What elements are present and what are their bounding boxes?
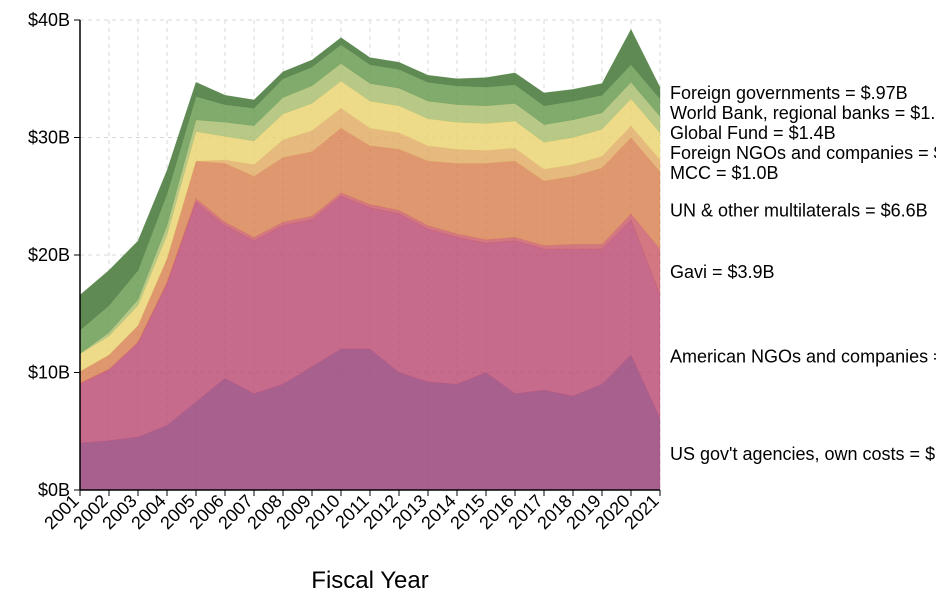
label-world_bank: World Bank, regional banks = $1.5B bbox=[670, 103, 936, 123]
x-axis-title: Fiscal Year bbox=[311, 567, 428, 594]
label-mcc: MCC = $1.0B bbox=[670, 163, 779, 183]
label-american_ngos: American NGOs and companies = $10.B bbox=[670, 347, 936, 367]
y-tick-label: $30B bbox=[28, 128, 70, 148]
label-un_multilaterals: UN & other multilaterals = $6.6B bbox=[670, 200, 928, 220]
label-gavi: Gavi = $3.9B bbox=[670, 262, 775, 282]
label-global_fund: Global Fund = $1.4B bbox=[670, 123, 836, 143]
chart-svg: $0B$10B$20B$30B$40B200120022003200420052… bbox=[0, 0, 936, 606]
y-tick-label: $20B bbox=[28, 245, 70, 265]
label-us_gov_agencies: US gov't agencies, own costs = $6.1B bbox=[670, 444, 936, 464]
y-tick-label: $40B bbox=[28, 10, 70, 30]
label-foreign_gov: Foreign governments = $.97B bbox=[670, 83, 908, 103]
label-foreign_ngos: Foreign NGOs and companies = $2.3B bbox=[670, 143, 936, 163]
y-tick-label: $10B bbox=[28, 363, 70, 383]
stacked-area-chart: $0B$10B$20B$30B$40B200120022003200420052… bbox=[0, 0, 936, 606]
